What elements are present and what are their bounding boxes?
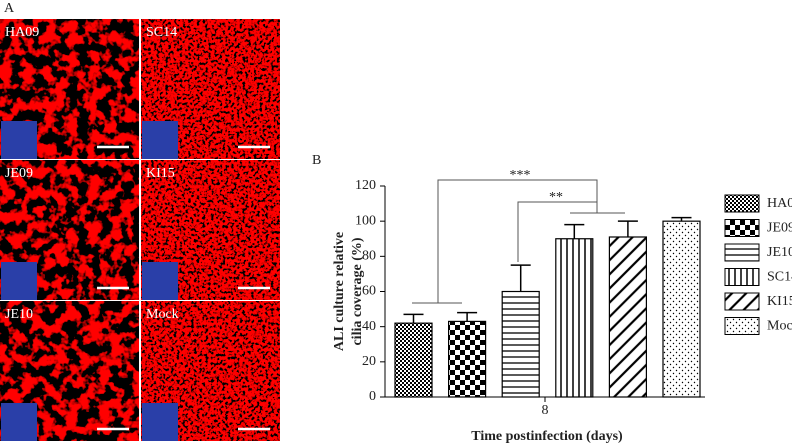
panel-label: B bbox=[312, 153, 321, 168]
bar bbox=[394, 322, 433, 398]
bar bbox=[608, 236, 648, 398]
bar bbox=[501, 290, 540, 398]
significance-label: ** bbox=[549, 190, 563, 205]
x-axis-label: Time postinfection (days) bbox=[471, 429, 623, 444]
y-tick-label: 120 bbox=[355, 178, 376, 193]
significance-bracket bbox=[517, 201, 597, 262]
micrograph-grid: HA09 SC14 JE09 KI15 JE10 Mock bbox=[0, 19, 280, 441]
panel-label: A bbox=[4, 1, 15, 16]
bar-chart: 0 20 40 60 80 100 120 ALI culture relative cilia… bbox=[332, 168, 792, 444]
significance-label: *** bbox=[510, 168, 531, 183]
y-tick-label: 100 bbox=[355, 213, 376, 228]
image-label: Mock bbox=[146, 307, 179, 322]
image-label: JE10 bbox=[5, 307, 33, 322]
y-tick-label: 0 bbox=[369, 389, 376, 404]
y-tick-label: 40 bbox=[362, 319, 376, 334]
image-label: HA09 bbox=[5, 25, 39, 40]
legend-swatch bbox=[724, 292, 760, 311]
inset bbox=[1, 403, 37, 441]
y-axis-label: ALI culture relative bbox=[332, 232, 347, 351]
image-label: KI15 bbox=[146, 166, 175, 181]
legend-swatch bbox=[724, 243, 760, 262]
x-tick-label: 8 bbox=[542, 403, 549, 418]
legend-label: HA09 bbox=[767, 196, 792, 211]
y-tick-label: 60 bbox=[362, 284, 376, 299]
legend-swatch bbox=[724, 219, 760, 237]
inset bbox=[1, 262, 37, 300]
legend-label: SC14 bbox=[767, 270, 792, 285]
image-label: JE09 bbox=[5, 166, 33, 181]
inset bbox=[1, 121, 37, 159]
inset bbox=[142, 121, 178, 159]
image-label: SC14 bbox=[146, 25, 177, 40]
legend-swatch bbox=[724, 194, 760, 213]
bar bbox=[448, 320, 487, 398]
inset bbox=[142, 403, 178, 441]
legend-label: JE09 bbox=[767, 221, 792, 236]
legend-label: JE10 bbox=[767, 245, 792, 260]
y-axis-label: cilia coverage (%) bbox=[350, 237, 365, 345]
legend-swatch bbox=[724, 317, 760, 335]
legend-label: Mock bbox=[767, 319, 792, 334]
bar bbox=[555, 238, 594, 398]
bar bbox=[662, 220, 701, 398]
y-tick-label: 80 bbox=[362, 249, 376, 264]
significance-bracket bbox=[437, 179, 598, 303]
legend-swatch bbox=[724, 268, 760, 286]
y-tick-label: 20 bbox=[362, 354, 376, 369]
legend-label: KI15 bbox=[767, 294, 792, 309]
inset bbox=[142, 262, 178, 300]
